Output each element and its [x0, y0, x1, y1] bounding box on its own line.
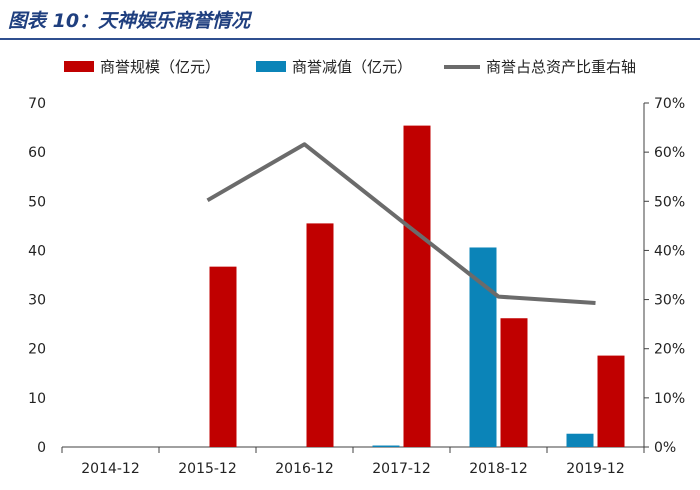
y-tick-label-right: 10%: [654, 391, 685, 407]
y-tick-label-right: 0%: [654, 440, 676, 456]
y-tick-label-left: 40: [28, 243, 46, 259]
figure-title: 图表 10：天神娱乐商誉情况: [8, 10, 251, 32]
y-tick-label-left: 20: [28, 342, 46, 358]
x-tick-label: 2014-12: [81, 461, 140, 477]
y-tick-label-right: 20%: [654, 342, 685, 358]
y-tick-label-left: 60: [28, 145, 46, 161]
figure-title-bar: 图表 10：天神娱乐商誉情况: [0, 0, 700, 40]
impairment-bar: [372, 445, 400, 447]
legend-goodwill-label: 商誉规模（亿元）: [100, 58, 220, 76]
x-tick-label: 2017-12: [372, 461, 431, 477]
impairment-bar: [469, 247, 497, 447]
goodwill-bar: [597, 355, 625, 447]
y-tick-label-left: 0: [37, 440, 46, 456]
legend-goodwill-swatch: [64, 61, 94, 72]
impairment-bar: [566, 433, 594, 447]
y-tick-label-right: 50%: [654, 194, 685, 210]
legend-ratio-label: 商誉占总资产比重右轴: [486, 58, 636, 76]
x-tick-label: 2015-12: [178, 461, 237, 477]
goodwill-bar: [306, 223, 334, 447]
ratio-line: [206, 142, 596, 306]
goodwill-bar: [403, 125, 431, 447]
y-tick-label-left: 30: [28, 293, 46, 309]
y-tick-label-right: 60%: [654, 145, 685, 161]
x-tick-label: 2019-12: [566, 461, 625, 477]
y-tick-label-left: 70: [28, 96, 46, 112]
x-tick-label: 2018-12: [469, 461, 528, 477]
x-tick-label: 2016-12: [275, 461, 334, 477]
y-tick-label-right: 30%: [654, 293, 685, 309]
y-tick-label-left: 50: [28, 194, 46, 210]
goodwill-bar: [500, 318, 528, 447]
y-tick-label-right: 70%: [654, 96, 685, 112]
legend-impairment-swatch: [256, 61, 286, 72]
legend-impairment-label: 商誉减值（亿元）: [292, 58, 412, 76]
y-tick-label-right: 40%: [654, 243, 685, 259]
y-tick-label-left: 10: [28, 391, 46, 407]
goodwill-bar: [209, 266, 237, 447]
